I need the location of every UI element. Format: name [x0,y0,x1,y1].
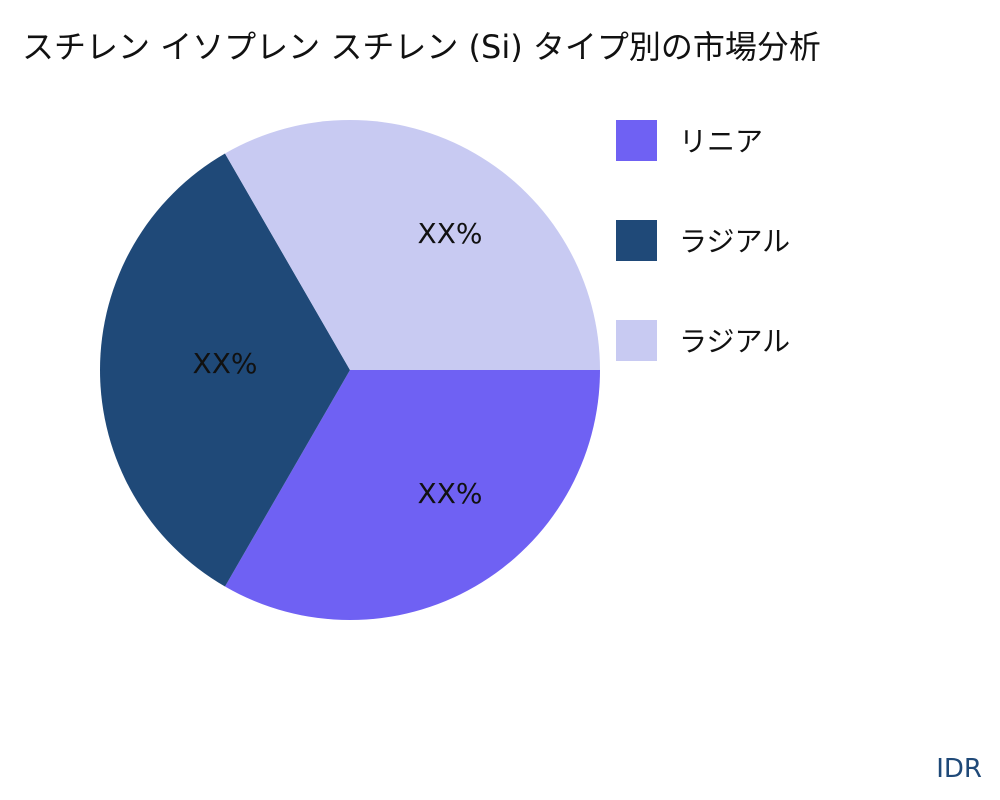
slice-data-label: XX% [193,347,258,380]
legend-label: リニア [679,125,764,158]
legend-item: ラジアル [616,219,791,261]
slice-data-label: XX% [418,217,483,250]
legend-item: ラジアル [616,319,791,361]
chart-title: スチレン イソプレン スチレン (Si) タイプ別の市場分析 [22,28,821,66]
legend-swatch [616,219,657,261]
legend-swatch [616,119,657,161]
slice-data-label: XX% [418,477,483,510]
pie-slice [225,119,600,370]
legend-swatch [616,319,657,361]
legend-item: リニア [616,119,764,161]
legend-label: ラジアル [679,225,791,258]
pie-slice [225,370,600,620]
legend-label: ラジアル [679,325,791,358]
source-label: IDR [936,754,982,784]
